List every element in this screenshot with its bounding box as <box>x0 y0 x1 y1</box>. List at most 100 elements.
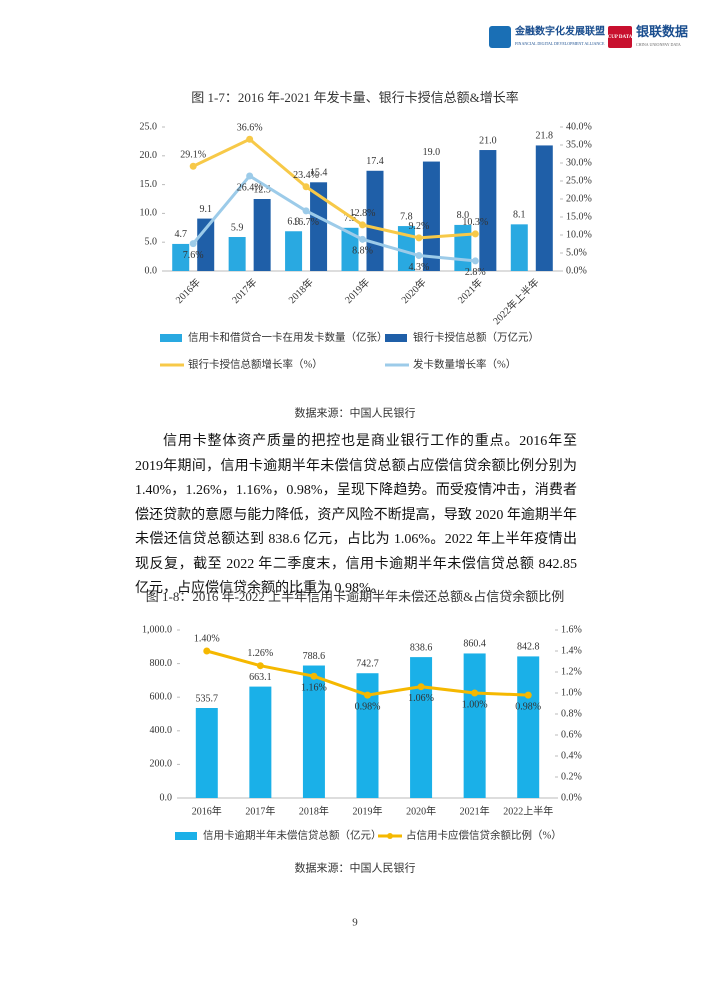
line-point <box>415 234 423 242</box>
y2-tick-label: 0.2% <box>561 771 582 782</box>
bar-label: 15.4 <box>310 168 328 179</box>
x-tick-label: 2016年 <box>173 276 203 306</box>
body-paragraph: 信用卡整体资产质量的把控也是商业银行工作的重点。2016年至2019年期间，信用… <box>135 434 577 596</box>
y-tick-label: 10.0 <box>140 208 158 219</box>
y2-tick-label: 35.0% <box>566 139 592 150</box>
bar-label: 663.1 <box>249 672 272 683</box>
y-tick-label: 400.0 <box>150 725 173 736</box>
line-point <box>189 240 197 248</box>
x-tick-label: 2021年 <box>455 276 485 306</box>
line-point <box>302 183 310 191</box>
y2-tick-label: 25.0% <box>566 175 592 186</box>
bar-label: 7.8 <box>400 211 413 222</box>
bar-label: 4.7 <box>174 229 187 240</box>
legend-label: 信用卡逾期半年未偿信贷总额（亿元） <box>203 828 382 841</box>
bar <box>253 199 271 271</box>
y2-tick-label: 1.2% <box>561 666 582 677</box>
y2-tick-label: 0.0% <box>566 265 587 276</box>
x-tick-label: 2022年上半年 <box>490 276 542 328</box>
alliance-name: 金融数字化发展联盟 <box>514 24 605 37</box>
x-tick-label: 2022上半年 <box>503 804 553 817</box>
legend-label: 银行卡授信总额（万亿元） <box>413 330 539 343</box>
point-label: 1.16% <box>301 682 327 693</box>
x-tick-label: 2016年 <box>192 804 222 817</box>
bar-label: 21.8 <box>536 131 554 142</box>
bar <box>479 150 497 271</box>
alliance-sub: FINANCIAL DIGITAL DEVELOPMENT ALLIANCE <box>515 41 605 46</box>
chart-title: 图 1-7：2016 年-2021 年发卡量、银行卡授信总额&增长率 <box>191 90 519 105</box>
y-tick-label: 25.0 <box>140 121 158 132</box>
line-point <box>417 683 425 691</box>
y-tick-label: 600.0 <box>150 691 173 702</box>
bar-label: 9.1 <box>199 204 212 215</box>
point-label: 36.6% <box>237 123 263 134</box>
bar <box>366 170 384 271</box>
bar <box>410 657 433 798</box>
x-tick-label: 2020年 <box>398 276 428 306</box>
bar <box>172 243 190 271</box>
line <box>192 173 476 263</box>
point-label: 12.8% <box>350 208 376 219</box>
bar-label: 788.6 <box>303 651 326 662</box>
point-label: 2.8% <box>465 267 486 278</box>
bar <box>510 224 528 271</box>
legend-swatch <box>385 334 407 342</box>
y2-tick-label: 0.6% <box>561 729 582 740</box>
bar-label: 838.6 <box>410 642 433 653</box>
line-point <box>359 221 366 229</box>
line-point <box>246 172 254 180</box>
bar-label: 12.5 <box>253 184 271 195</box>
line-point <box>256 662 264 670</box>
x-tick-label: 2019年 <box>353 804 383 817</box>
line-point <box>302 207 310 215</box>
bar <box>422 161 440 271</box>
y-tick-label: 20.0 <box>140 150 158 161</box>
bar <box>341 227 359 271</box>
x-tick-label: 2017年 <box>229 276 259 306</box>
y2-tick-label: 5.0% <box>566 247 587 258</box>
company-sub: CHINA UNIONPAY DATA <box>636 42 681 47</box>
bar-label: 8.0 <box>457 210 470 221</box>
legend-swatch <box>175 832 197 840</box>
cup-logo <box>608 26 632 48</box>
line-point <box>359 235 366 243</box>
bar <box>228 237 246 271</box>
bar-label: 6.9 <box>287 217 300 228</box>
y-tick-label: 800.0 <box>150 658 173 669</box>
legend-label: 信用卡和借贷合一卡在用发卡数量（亿张） <box>188 330 388 343</box>
bar-label: 7.5 <box>344 213 357 224</box>
legend-dot <box>387 833 393 839</box>
bar <box>463 653 486 798</box>
line-point <box>415 252 423 260</box>
point-label: 16.7% <box>293 217 319 228</box>
line-point <box>189 162 197 170</box>
point-label: 1.06% <box>408 693 434 704</box>
alliance-logo <box>489 26 511 48</box>
bar <box>302 665 325 798</box>
bar <box>310 182 328 271</box>
legend-label: 占信用卡应偿信贷余额比例（%） <box>406 828 562 841</box>
point-label: 29.1% <box>180 150 206 161</box>
x-tick-label: 2018年 <box>299 804 329 817</box>
cup-badge: CUP DATA <box>608 35 633 40</box>
x-tick-label: 2017年 <box>245 804 275 817</box>
bar <box>454 224 472 271</box>
line <box>192 137 476 240</box>
source: 数据来源：中国人民银行 <box>295 406 416 420</box>
y2-tick-label: 20.0% <box>566 193 592 204</box>
y2-tick-label: 0.0% <box>561 792 582 803</box>
y2-tick-label: 40.0% <box>566 121 592 132</box>
y-tick-label: 0.0 <box>160 792 173 803</box>
point-label: 8.8% <box>352 246 373 257</box>
line-point <box>471 230 479 238</box>
point-label: 1.26% <box>247 648 273 659</box>
point-label: 1.00% <box>462 699 488 710</box>
y-tick-label: 5.0 <box>145 236 158 247</box>
point-label: 23.4% <box>293 170 319 181</box>
point-label: 0.98% <box>515 701 541 712</box>
legend-label: 发卡数量增长率（%） <box>413 357 516 370</box>
bar <box>356 673 379 798</box>
line-point <box>364 691 371 699</box>
bar-label: 17.4 <box>366 156 384 167</box>
